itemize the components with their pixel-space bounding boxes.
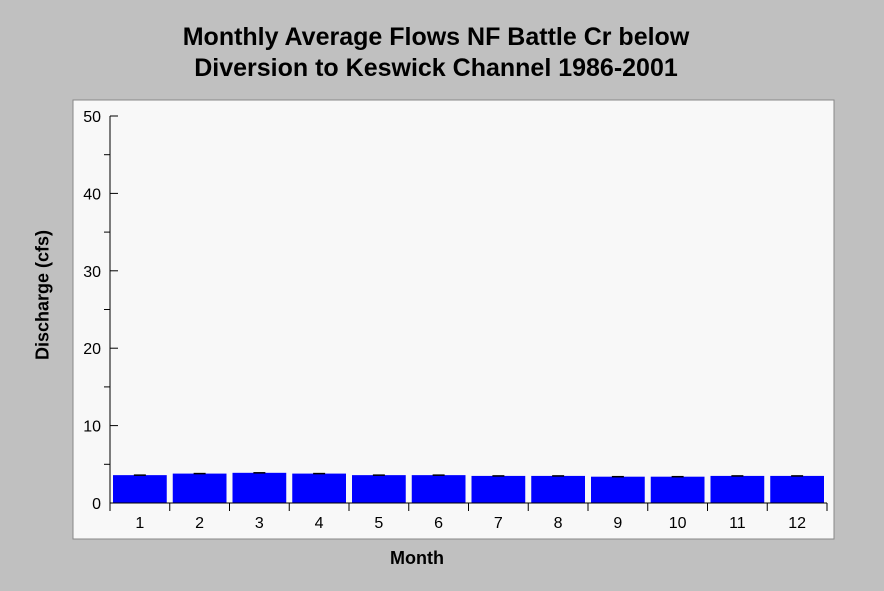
bar-month-3 [232,472,287,503]
bar-month-2 [172,473,227,503]
y-tick-label: 20 [83,341,101,358]
x-tick-label: 4 [315,515,324,532]
x-tick-label: 8 [554,515,563,532]
x-tick-label: 2 [195,515,204,532]
x-tick-label: 9 [613,515,622,532]
x-tick-label: 10 [669,515,687,532]
bar-month-10 [650,476,705,503]
bar-month-1 [113,475,167,503]
y-tick-label: 10 [83,419,101,436]
plot-area [72,99,835,540]
bar-month-11 [710,475,765,503]
x-tick-label: 3 [255,515,264,532]
y-tick-label: 0 [92,496,101,513]
bar-month-7 [471,475,526,503]
bar-month-8 [531,475,585,503]
y-tick-label: 40 [83,186,101,203]
chart-title-line-1: Monthly Average Flows NF Battle Cr below [182,23,690,51]
y-tick-label: 30 [83,264,101,281]
chart-title-line-2: Diversion to Keswick Channel 1986-2001 [194,54,678,82]
x-tick-label: 11 [729,515,746,532]
bars-group [113,472,824,503]
bar-month-12 [770,475,824,503]
bar-month-4 [292,473,346,503]
x-axis-label: Month [390,548,444,568]
x-tick-label: 1 [135,515,144,532]
bar-month-6 [411,475,466,503]
x-tick-label: 5 [374,515,383,532]
axes-group [104,115,828,511]
x-tick-label: 6 [434,515,443,532]
bar-month-5 [352,475,406,503]
y-tick-label: 50 [83,109,101,126]
x-tick-label: 12 [788,515,806,532]
bar-month-9 [591,476,645,503]
y-axis-label: Discharge (cfs) [32,229,53,361]
chart-title: Monthly Average Flows NF Battle Cr below… [0,22,872,84]
x-tick-label: 7 [494,515,503,532]
